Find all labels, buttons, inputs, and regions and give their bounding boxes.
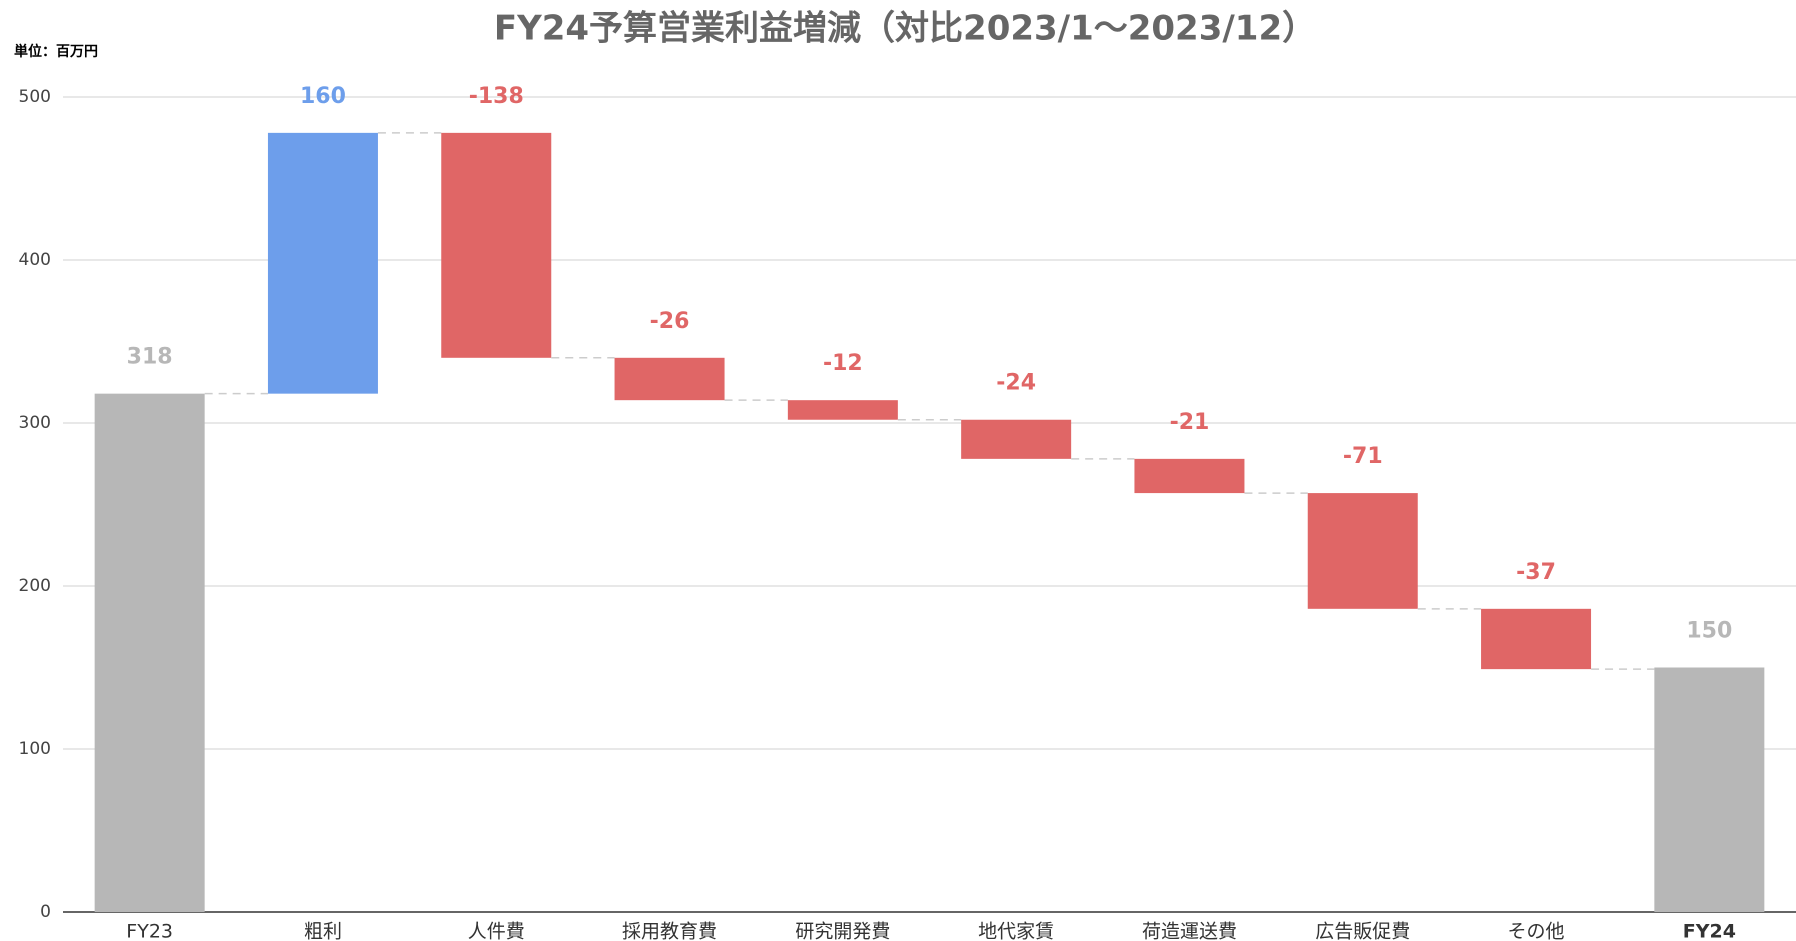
x-tick-label: FY23: [126, 921, 173, 941]
value-label: -138: [469, 84, 524, 109]
value-label: -26: [650, 309, 690, 334]
x-tick-label: 人件費: [468, 921, 525, 941]
value-label: -21: [1170, 410, 1210, 435]
value-label: 160: [300, 84, 346, 109]
x-tick-label: FY24: [1683, 921, 1736, 941]
unit-label: 単位：百万円: [14, 43, 98, 60]
x-tick-label: その他: [1508, 921, 1565, 941]
chart-title: FY24予算営業利益増減（対比2023/1〜2023/12）: [494, 9, 1316, 49]
value-label: 150: [1686, 619, 1732, 644]
x-tick-label: 荷造運送費: [1142, 921, 1237, 941]
y-tick-label: 0: [40, 902, 51, 922]
y-tick-label: 200: [19, 576, 51, 596]
bar: [1134, 458, 1245, 494]
y-tick-label: 500: [19, 87, 51, 107]
x-tick-label: 研究開発費: [795, 921, 890, 941]
value-label: -24: [996, 371, 1036, 396]
bar: [94, 393, 205, 912]
x-tick-label: 地代家賃: [978, 921, 1054, 941]
bar: [441, 132, 552, 358]
value-label: -12: [823, 351, 863, 376]
bar: [1654, 667, 1765, 912]
bar: [787, 400, 898, 420]
y-tick-label: 300: [19, 413, 51, 433]
y-tick-label: 400: [19, 250, 51, 270]
bar: [961, 419, 1072, 459]
value-label: -71: [1343, 444, 1383, 469]
x-tick-label: 粗利: [304, 921, 342, 941]
x-tick-label: 広告販促費: [1315, 921, 1410, 941]
bar: [1481, 608, 1592, 670]
value-label: 318: [127, 345, 173, 370]
value-label: -37: [1516, 560, 1556, 585]
bar: [267, 132, 378, 394]
bar: [614, 357, 725, 401]
y-tick-label: 100: [19, 739, 51, 759]
bar: [1307, 493, 1418, 609]
x-tick-label: 採用教育費: [622, 921, 717, 941]
